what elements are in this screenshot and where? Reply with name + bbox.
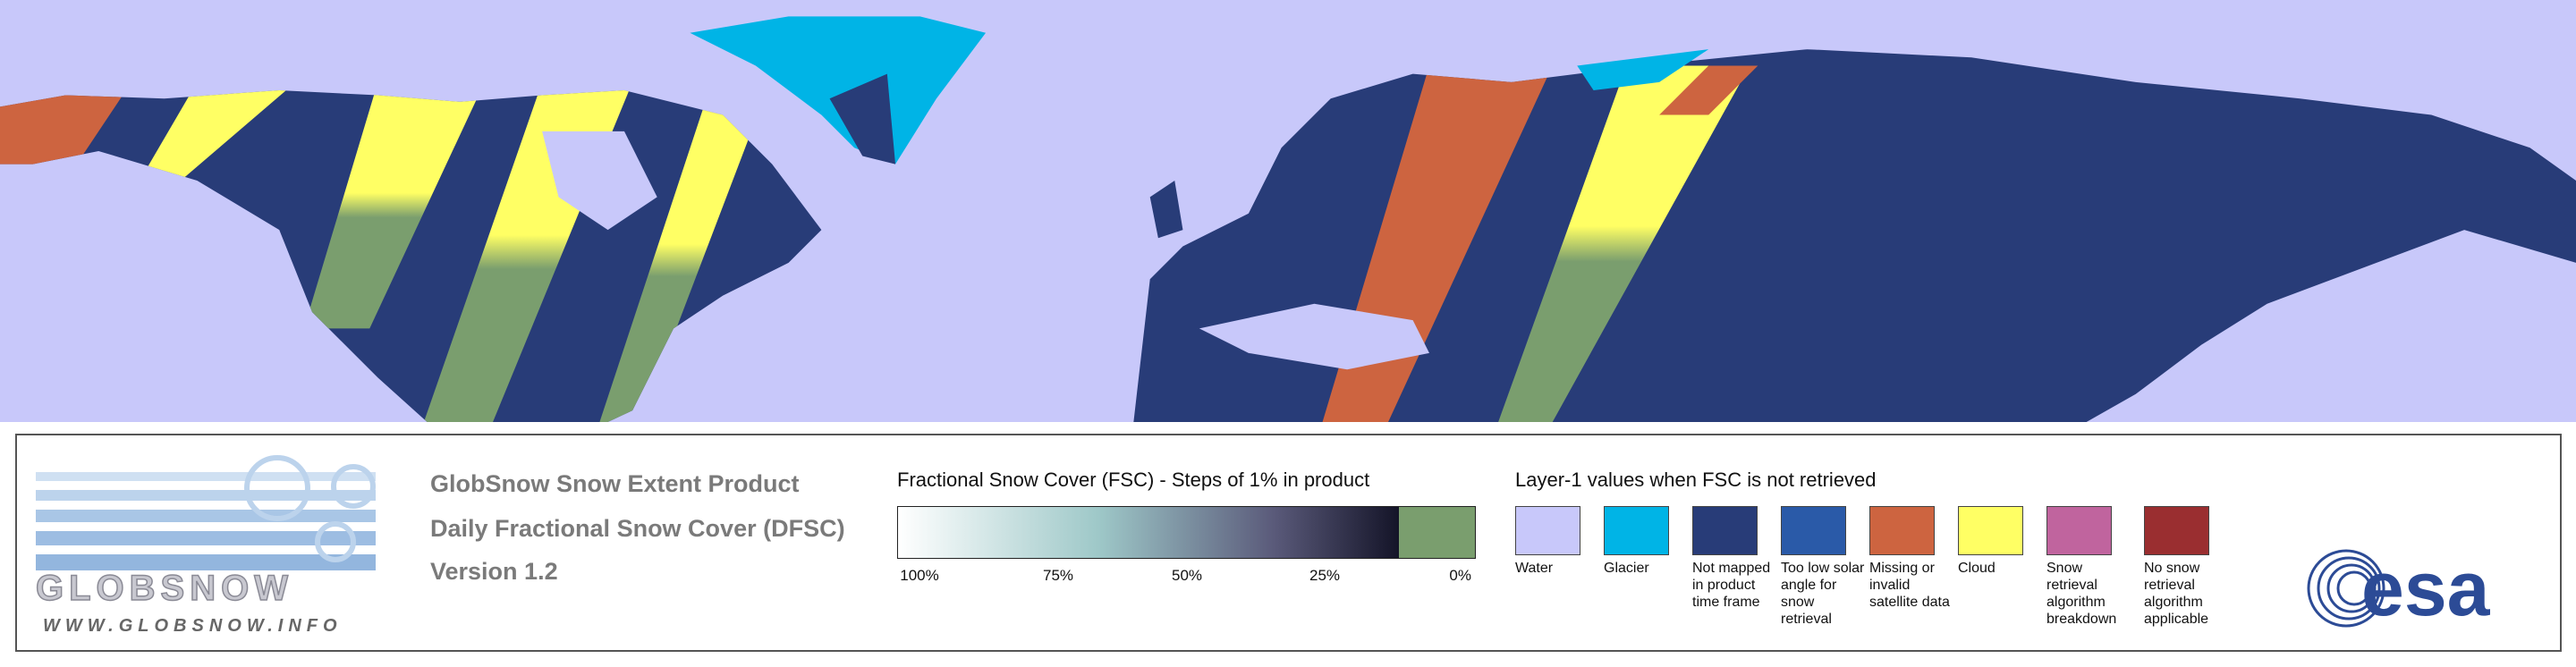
legend-item: No snow retrieval algorithm applicable (2144, 506, 2228, 628)
layer1-title: Layer-1 values when FSC is not retrieved (1515, 469, 1877, 491)
fsc-label: 0% (1449, 567, 1471, 584)
legend-label: Not mapped in product time frame (1692, 561, 1771, 610)
globsnow-logo: GLOBSNOW WWW.GLOBSNOW.INFO (36, 455, 376, 636)
product-title: GlobSnow Snow Extent Product (430, 470, 800, 497)
legend-label: Snow retrieval algorithm breakdown (2046, 561, 2117, 627)
legend-label: Missing or invalid satellite data (1869, 561, 1950, 610)
fsc-title: Fractional Snow Cover (FSC) - Steps of 1… (897, 469, 1370, 491)
legend-item: Cloud (1958, 506, 2042, 577)
legend-swatch (1692, 506, 1758, 555)
legend-swatch (1515, 506, 1580, 555)
legend-panel (15, 434, 2562, 652)
fsc-label: 50% (1171, 567, 1203, 584)
fsc-label: 25% (1309, 567, 1341, 584)
fsc-bar (897, 506, 1476, 559)
esa-logo: esa (2307, 546, 2491, 632)
logo-name: GLOBSNOW (36, 569, 293, 608)
logo-url: WWW.GLOBSNOW.INFO (43, 616, 343, 636)
product-version: Version 1.2 (430, 558, 558, 585)
legend-item: Glacier (1604, 506, 1688, 577)
legend-item: Snow retrieval algorithm breakdown (2046, 506, 2131, 628)
legend-item: Missing or invalid satellite data (1869, 506, 1953, 611)
legend-swatch (1604, 506, 1669, 555)
legend-label: Glacier (1604, 561, 1649, 576)
esa-text: esa (2361, 546, 2491, 632)
legend-label: Too low solar angle for snow retrieval (1781, 561, 1865, 627)
legend-swatch (2046, 506, 2112, 555)
legend-label: No snow retrieval algorithm applicable (2144, 561, 2209, 627)
legend-swatch (1869, 506, 1935, 555)
snow-map (0, 0, 2576, 422)
product-subtitle: Daily Fractional Snow Cover (DFSC) (430, 515, 845, 542)
legend-swatch (1781, 506, 1846, 555)
fsc-label: 75% (1042, 567, 1074, 584)
legend-swatch (2144, 506, 2209, 555)
legend-swatch (1958, 506, 2023, 555)
legend-label: Cloud (1958, 561, 1996, 576)
legend-item: Water (1515, 506, 1599, 577)
fsc-label: 100% (900, 567, 939, 584)
legend-label: Water (1515, 561, 1554, 576)
legend-item: Not mapped in product time frame (1692, 506, 1776, 611)
legend-item: Too low solar angle for snow retrieval (1781, 506, 1865, 628)
